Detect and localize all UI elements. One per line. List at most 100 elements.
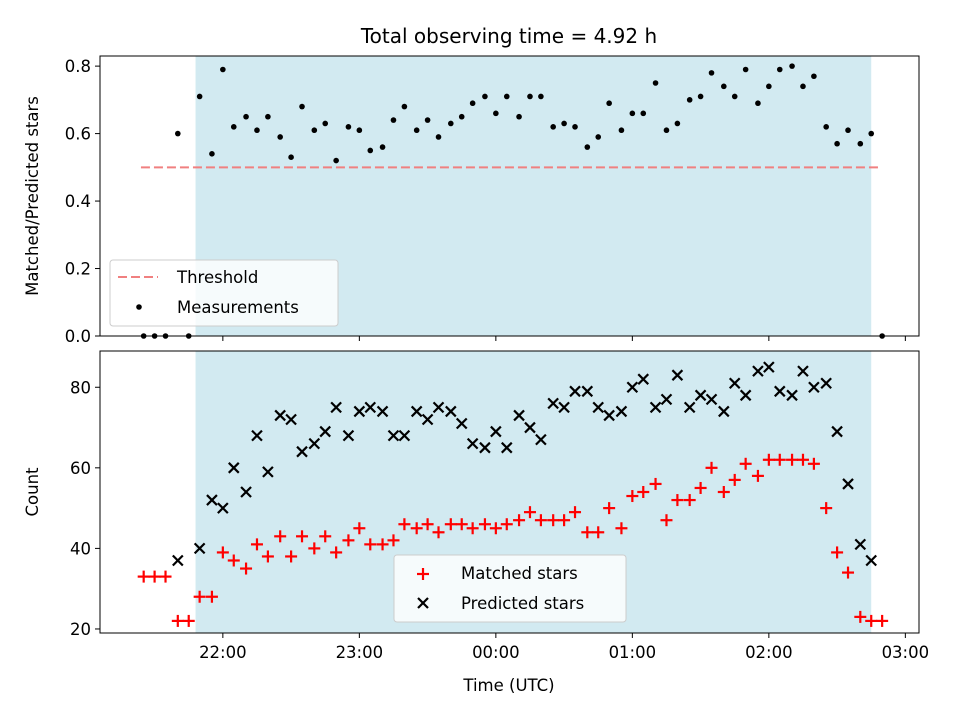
matched-star-point	[205, 590, 218, 603]
measurement-point	[516, 113, 522, 120]
predicted-star-point	[445, 405, 457, 418]
measurement-point	[857, 140, 864, 147]
matched-star-point	[865, 614, 878, 627]
y-tick-label: 0.8	[65, 57, 91, 76]
predicted-star-point	[206, 494, 218, 506]
matched-star-point	[547, 514, 560, 527]
matched-star-point	[739, 457, 752, 470]
predicted-star-point	[592, 401, 605, 414]
measurement-point	[527, 93, 533, 100]
matched-star-point	[240, 562, 253, 575]
x-tick-label: 02:00	[745, 643, 793, 662]
legend-measurements-swatch	[136, 304, 142, 310]
measurement-point	[448, 120, 454, 127]
predicted-star-point	[410, 405, 423, 418]
matched-star-point	[478, 518, 491, 531]
matched-star-point	[558, 514, 571, 527]
y-tick-label: 0.2	[65, 260, 91, 279]
predicted-star-point	[763, 361, 775, 373]
predicted-star-point	[387, 429, 400, 442]
matched-star-point	[182, 614, 195, 627]
predicted-star-point	[227, 462, 240, 474]
matched-star-point	[387, 534, 400, 547]
matched-star-point	[751, 469, 764, 482]
panel-frame-top	[99, 55, 920, 337]
predicted-star-point	[285, 413, 297, 426]
legend-threshold-label: Threshold	[176, 268, 258, 287]
y-axis-label-counts: Count	[23, 467, 42, 517]
y-tick-label: 60	[70, 459, 91, 478]
measurement-point	[766, 83, 772, 90]
predicted-star-point	[705, 393, 718, 406]
measurement-point	[493, 110, 499, 117]
matched-star-point	[319, 530, 332, 543]
x-ticks-top	[222, 336, 906, 341]
matched-stars-series	[137, 453, 889, 627]
matched-star-point	[660, 514, 673, 527]
predicted-star-point	[364, 401, 377, 414]
matched-star-point	[671, 494, 684, 507]
measurement-point	[800, 83, 806, 90]
y-tick-label: 40	[70, 539, 91, 558]
legend-matched-label: Matched stars	[461, 564, 578, 583]
predicted-star-point	[854, 538, 867, 551]
predicted-star-point	[466, 437, 479, 450]
legend-predicted-label: Predicted stars	[461, 594, 584, 613]
predicted-star-point	[547, 397, 559, 410]
measurement-point	[401, 103, 408, 110]
matched-star-point	[876, 614, 889, 627]
matched-star-point	[159, 570, 172, 583]
measurement-point	[708, 70, 715, 76]
measurement-point	[721, 83, 727, 90]
matched-star-point	[308, 542, 321, 555]
predicted-star-point	[581, 385, 594, 398]
measurement-point	[367, 147, 374, 154]
y-tick-label: 0.6	[65, 125, 91, 144]
matched-star-point	[376, 538, 389, 551]
measurement-point	[243, 113, 249, 120]
measurement-point	[288, 154, 294, 161]
measurement-point	[424, 117, 431, 123]
matched-star-point	[683, 494, 696, 507]
measurement-point	[674, 120, 681, 127]
predicted-star-point	[490, 425, 502, 438]
predicted-star-point	[376, 405, 389, 418]
measurement-point	[776, 66, 783, 73]
measurement-point	[435, 134, 442, 140]
matched-star-point	[285, 550, 298, 563]
predicted-star-point	[432, 401, 445, 414]
x-tick-label: 03:00	[882, 643, 930, 662]
measurement-point	[834, 140, 840, 147]
predicted-stars-series	[172, 361, 878, 567]
matched-star-point	[728, 473, 741, 486]
matched-star-point	[432, 526, 445, 539]
matched-star-point	[649, 477, 662, 490]
measurements-series	[140, 63, 885, 339]
measurement-point	[868, 130, 875, 137]
predicted-star-point	[694, 389, 707, 402]
predicted-star-point	[513, 409, 525, 422]
matched-star-point	[353, 522, 366, 535]
predicted-star-point	[660, 393, 673, 406]
x-tick-label: 00:00	[472, 643, 520, 662]
matched-star-point	[410, 522, 423, 535]
predicted-star-point	[808, 381, 820, 394]
predicted-star-point	[535, 433, 547, 446]
predicted-star-point	[626, 381, 639, 394]
predicted-star-point	[274, 409, 286, 422]
y-tick-label: 0.4	[65, 192, 91, 211]
matched-star-point	[603, 502, 616, 515]
matched-star-point	[637, 486, 650, 498]
y-axis-counts: 20 40 60 80	[70, 378, 100, 639]
measurement-point	[618, 127, 625, 134]
measurement-point	[595, 134, 602, 140]
legend-top-box	[109, 259, 339, 327]
predicted-star-point	[603, 409, 615, 422]
measurement-point	[220, 66, 226, 73]
measurement-point	[277, 134, 283, 140]
predicted-star-point	[842, 478, 854, 490]
predicted-star-point	[240, 486, 252, 498]
matched-star-point	[274, 530, 287, 543]
x-tick-label: 22:00	[199, 643, 247, 662]
